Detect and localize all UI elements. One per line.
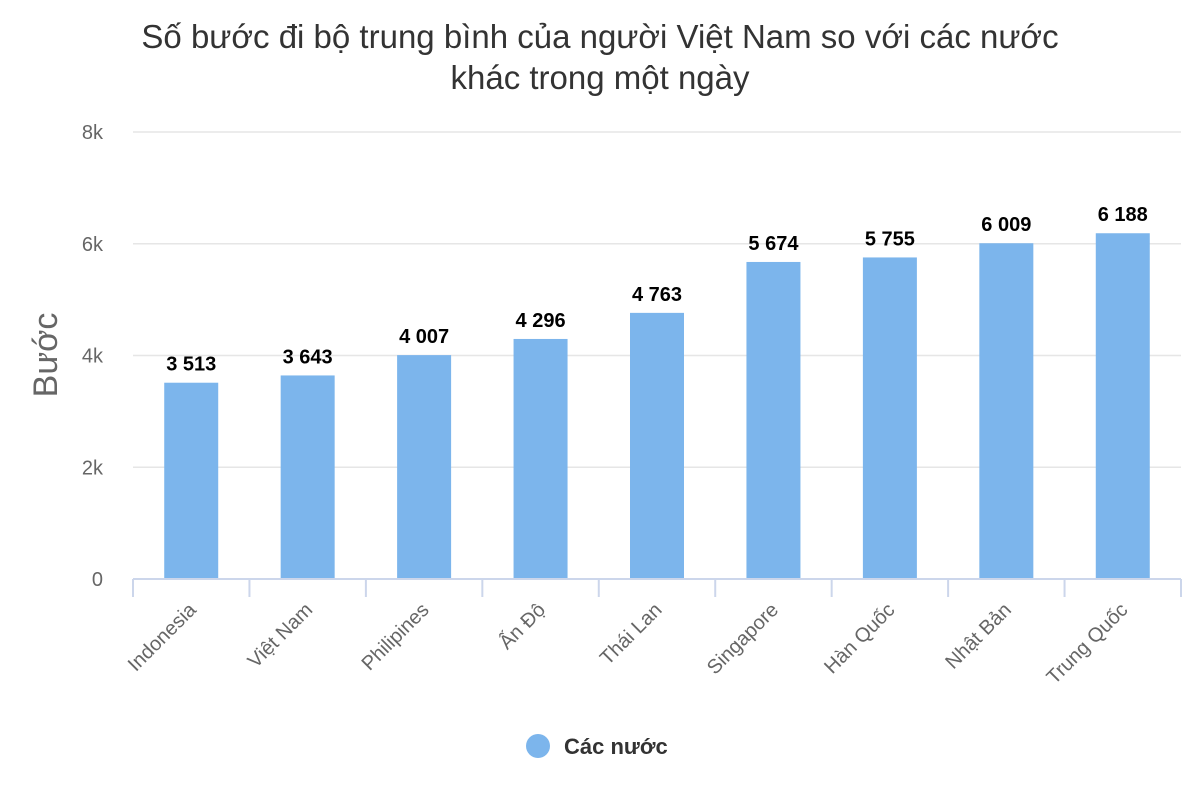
- data-label: 3 513: [166, 354, 216, 376]
- data-label: 5 674: [748, 233, 799, 255]
- bar[interactable]: [397, 355, 452, 579]
- x-tick-label: Thái Lan: [596, 599, 667, 670]
- bar[interactable]: [862, 257, 917, 579]
- bar[interactable]: [1095, 233, 1150, 580]
- data-label: 5 755: [865, 228, 915, 250]
- data-label: 6 188: [1098, 204, 1148, 226]
- bar[interactable]: [746, 261, 801, 579]
- x-tick-label: Singapore: [703, 599, 783, 679]
- bar[interactable]: [979, 243, 1034, 579]
- legend[interactable]: Các nước: [526, 734, 668, 759]
- y-tick-label: 0: [92, 569, 103, 591]
- x-tick-label: Philipines: [358, 599, 434, 675]
- x-tick-label: Indonesia: [124, 598, 202, 676]
- bar[interactable]: [630, 312, 684, 579]
- x-tick-label: Việt Nam: [244, 599, 317, 672]
- y-tick-label: 2k: [82, 457, 104, 479]
- chart-title-line-2: khác trong một ngày: [451, 59, 750, 96]
- data-label: 4 763: [632, 284, 682, 306]
- data-label: 4 007: [399, 326, 449, 348]
- x-tick-label: Ấn Độ: [495, 598, 551, 654]
- y-tick-label: 8k: [82, 122, 104, 144]
- x-tick-label: Trung Quốc: [1043, 599, 1133, 689]
- x-axis: [132, 578, 1182, 597]
- data-label: 6 009: [981, 214, 1031, 236]
- chart-title-line-1: Số bước đi bộ trung bình của người Việt …: [141, 18, 1058, 55]
- data-label: 3 643: [283, 346, 333, 368]
- y-tick-label: 6k: [82, 234, 104, 256]
- bar[interactable]: [280, 375, 335, 579]
- y-axis-ticks: 0 2k 4k 6k 8k: [82, 122, 104, 591]
- data-label: 4 296: [516, 310, 566, 332]
- legend-label[interactable]: Các nước: [564, 734, 668, 759]
- legend-marker-icon[interactable]: [526, 734, 550, 758]
- x-axis-ticks: Indonesia Việt Nam Philipines Ấn Độ Thái Lan…: [124, 598, 1132, 688]
- chart-title: Số bước đi bộ trung bình của người Việt …: [141, 18, 1058, 96]
- bar[interactable]: [164, 382, 219, 579]
- data-labels: 3 513 3 643 4 007 4 296 4 763 5 674 5 755 6 009…: [166, 204, 1148, 375]
- x-tick-label: Hàn Quốc: [820, 599, 899, 678]
- y-tick-label: 4k: [82, 346, 104, 368]
- bars: [164, 233, 1150, 580]
- y-axis-label: Bước: [27, 313, 65, 398]
- bar[interactable]: [513, 338, 568, 579]
- x-tick-label: Nhật Bản: [941, 599, 1016, 674]
